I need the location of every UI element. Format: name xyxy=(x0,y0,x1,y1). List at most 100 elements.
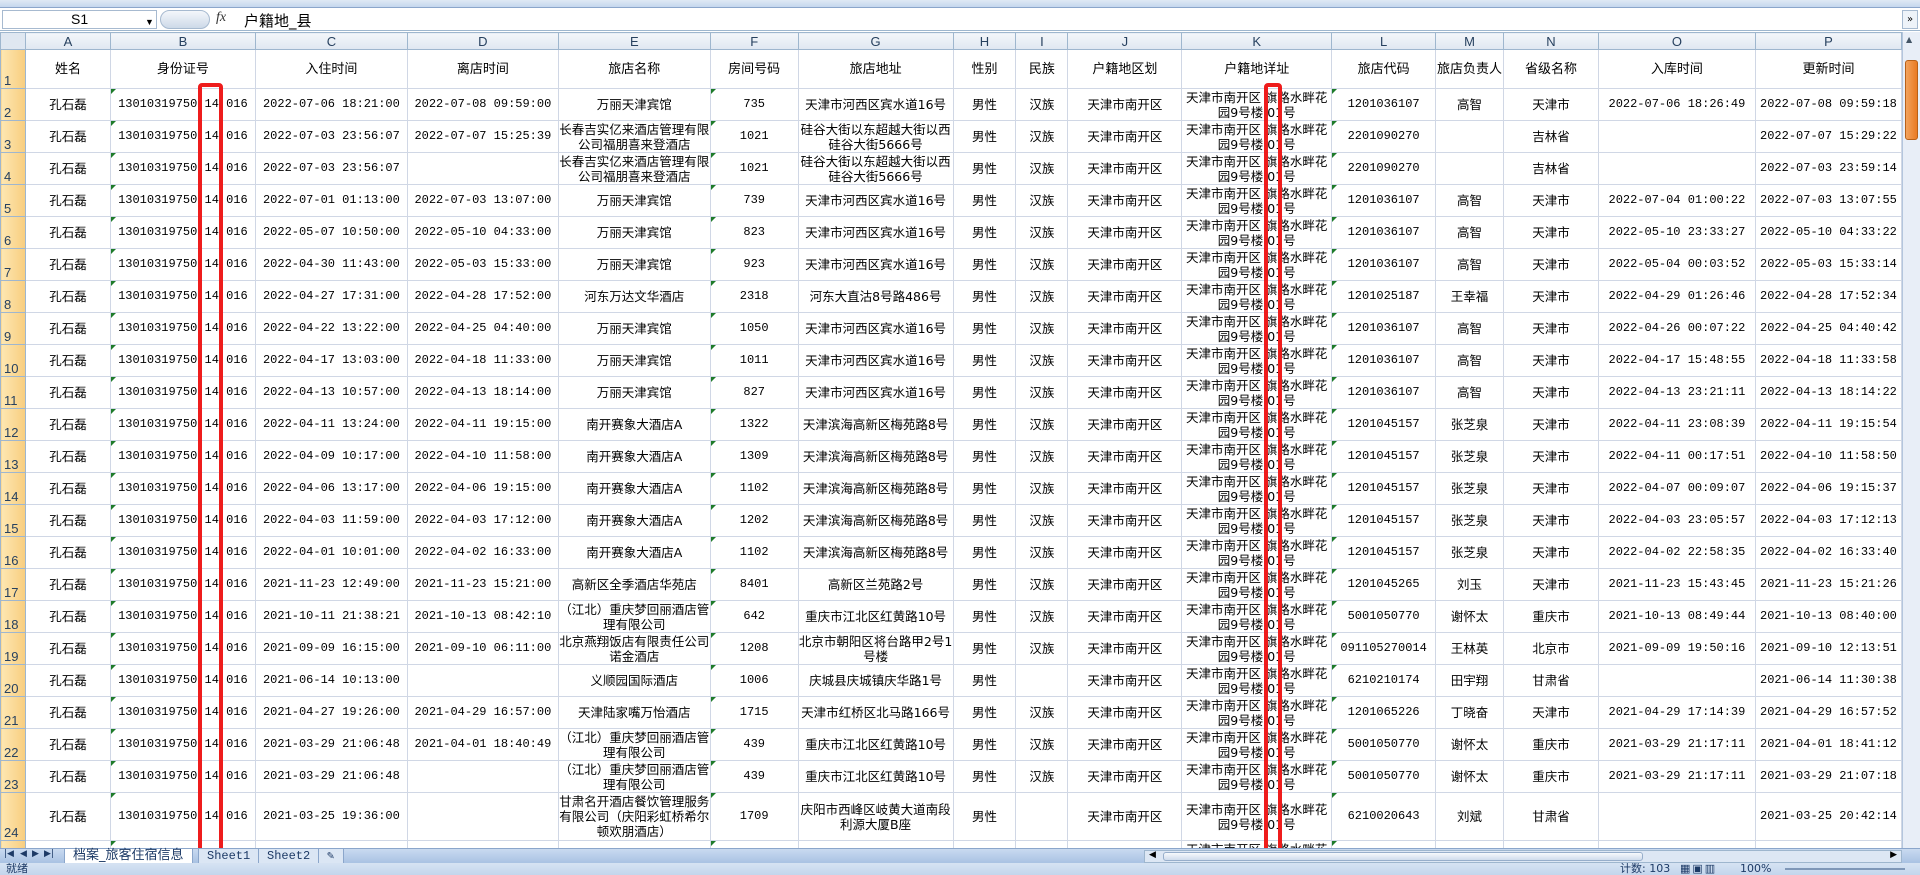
cell-n[interactable]: 省级名称 xyxy=(1503,49,1599,89)
cell-n[interactable]: 天津市 xyxy=(1503,408,1599,441)
cell-p[interactable]: 2022-04-18 11:33:58 xyxy=(1754,344,1902,377)
cell-h[interactable]: 男性 xyxy=(952,504,1017,537)
cell-j[interactable]: 天津市南开区 xyxy=(1067,280,1183,313)
formula-bar-separator-button[interactable] xyxy=(160,10,210,29)
cell-e[interactable]: 南开赛象大酒店A xyxy=(557,408,711,441)
column-header-b[interactable]: B xyxy=(109,32,256,50)
cell-a[interactable]: 孔石磊 xyxy=(24,216,111,249)
cell-j[interactable]: 天津市南开区 xyxy=(1067,312,1183,345)
cell-f[interactable]: 439 xyxy=(709,760,799,793)
row-header[interactable]: 9 xyxy=(0,312,26,345)
cell-l[interactable]: 1201036107 xyxy=(1331,216,1437,249)
cell-l[interactable]: 1201036107 xyxy=(1331,184,1437,217)
cell-f[interactable]: 1309 xyxy=(709,440,799,473)
cell-f[interactable]: 1006 xyxy=(709,664,799,697)
cell-j[interactable]: 天津市南开区 xyxy=(1067,600,1183,633)
cell-o[interactable]: 入库时间 xyxy=(1597,49,1756,89)
view-buttons-icon[interactable]: ▦▣▥ xyxy=(1680,863,1718,875)
cell-g[interactable]: 天津滨海高新区梅苑路8号 xyxy=(797,504,954,537)
cell-p[interactable]: 2021-11-23 15:21:26 xyxy=(1754,568,1902,601)
cell-k[interactable]: 天津市南开区 旗路水畔花园9号楼 01号 xyxy=(1181,280,1333,313)
cell-l[interactable]: 1201045157 xyxy=(1331,536,1437,569)
cell-p[interactable]: 2022-07-07 15:29:22 xyxy=(1754,120,1902,153)
cell-m[interactable]: 高智 xyxy=(1435,344,1505,377)
cell-h[interactable]: 男性 xyxy=(952,568,1017,601)
cell-h[interactable]: 男性 xyxy=(952,120,1017,153)
cell-l[interactable] xyxy=(1331,840,1437,848)
cell-o[interactable]: 2022-05-10 23:33:27 xyxy=(1597,216,1756,249)
cell-l[interactable]: 1201045157 xyxy=(1331,504,1437,537)
cell-d[interactable]: 2021-09-10 06:11:00 xyxy=(406,632,559,665)
cell-a[interactable]: 孔石磊 xyxy=(24,152,111,185)
cell-d[interactable]: 2022-05-03 15:33:00 xyxy=(406,248,559,281)
cell-k[interactable]: 天津市南开区 旗路水畔花园9号楼 01号 xyxy=(1181,408,1333,441)
cell-c[interactable]: 2022-05-07 10:50:00 xyxy=(254,216,408,249)
cell-b[interactable]: 13010319750 14 016 xyxy=(109,248,256,281)
cell-m[interactable]: 丁晓奋 xyxy=(1435,696,1505,729)
cell-k[interactable]: 天津市南开区 旗路水畔花园9号楼 01号 xyxy=(1181,600,1333,633)
row-header[interactable]: 21 xyxy=(0,696,26,729)
cell-o[interactable]: 2021-03-29 21:17:11 xyxy=(1597,760,1756,793)
cell-e[interactable]: （江北）重庆梦回丽酒店管理有限公司 xyxy=(557,600,711,633)
cell-p[interactable]: 2022-04-28 17:52:34 xyxy=(1754,280,1902,313)
cell-m[interactable]: 张芝泉 xyxy=(1435,408,1505,441)
cell-a[interactable]: 孔石磊 xyxy=(24,504,111,537)
select-all-corner[interactable] xyxy=(0,32,26,50)
cell-c[interactable]: 2022-04-30 11:43:00 xyxy=(254,248,408,281)
cell-n[interactable]: 天津市 xyxy=(1503,472,1599,505)
cell-j[interactable]: 天津市南开区 xyxy=(1067,88,1183,121)
cell-f[interactable]: 923 xyxy=(709,248,799,281)
cell-e[interactable]: 河东万达文华酒店 xyxy=(557,280,711,313)
cell-n[interactable]: 天津市 xyxy=(1503,504,1599,537)
cell-g[interactable]: 天津市河西区宾水道16号 xyxy=(797,376,954,409)
cell-g[interactable]: 天津滨海高新区梅苑路8号 xyxy=(797,408,954,441)
cell-n[interactable]: 甘肃省 xyxy=(1503,664,1599,697)
cell-d[interactable]: 2022-04-13 18:14:00 xyxy=(406,376,559,409)
cell-b[interactable]: 13010319750 14 016 xyxy=(109,120,256,153)
cell-n[interactable]: 天津市 xyxy=(1503,248,1599,281)
cell-h[interactable]: 男性 xyxy=(952,184,1017,217)
prev-sheet-icon[interactable]: ◀ xyxy=(20,849,27,859)
cell-h[interactable]: 性别 xyxy=(952,49,1017,89)
cell-j[interactable]: 天津市南开区 xyxy=(1067,440,1183,473)
scroll-left-icon[interactable]: ◀ xyxy=(1149,850,1156,860)
cell-o[interactable]: 2021-09-09 19:50:16 xyxy=(1597,632,1756,665)
cell-b[interactable]: 13010319750 14 016 xyxy=(109,536,256,569)
cell-n[interactable]: 天津市 xyxy=(1503,312,1599,345)
cell-g[interactable]: 天津滨海高新区梅苑路8号 xyxy=(797,440,954,473)
cell-j[interactable]: 天津市南开区 xyxy=(1067,152,1183,185)
cell-l[interactable]: 2201090270 xyxy=(1331,152,1437,185)
cell-b[interactable]: 13010319750 14 016 xyxy=(109,696,256,729)
cell-i[interactable]: 汉族 xyxy=(1015,728,1069,761)
cell-g[interactable] xyxy=(797,840,954,848)
cell-l[interactable]: 091105270014 xyxy=(1331,632,1437,665)
column-header-d[interactable]: D xyxy=(406,32,559,50)
cell-h[interactable]: 男性 xyxy=(952,440,1017,473)
sheet-tab-archive[interactable]: 档案_旅客住宿信息 xyxy=(64,849,193,864)
cell-j[interactable]: 天津市南开区 xyxy=(1067,568,1183,601)
cell-i[interactable]: 汉族 xyxy=(1015,376,1069,409)
cell-m[interactable] xyxy=(1435,152,1505,185)
cell-c[interactable]: 2021-06-14 10:13:00 xyxy=(254,664,408,697)
column-header-p[interactable]: P xyxy=(1754,32,1902,50)
cell-e[interactable]: （江北）重庆梦回丽酒店管理有限公司 xyxy=(557,760,711,793)
cell-o[interactable]: 2022-04-11 00:17:51 xyxy=(1597,440,1756,473)
cell-k[interactable]: 天津市南开区 旗路水畔花园9号楼 01号 xyxy=(1181,440,1333,473)
cell-m[interactable]: 张芝泉 xyxy=(1435,536,1505,569)
cell-e[interactable]: 南开赛象大酒店A xyxy=(557,472,711,505)
cell-k[interactable]: 天津市南开区 旗路水畔花园9号楼 01号 xyxy=(1181,344,1333,377)
cell-k[interactable]: 天津市南开区 旗路水畔花园9号楼 01号 xyxy=(1181,536,1333,569)
cell-k[interactable]: 天津市南开区 旗路水畔花园9号楼 01号 xyxy=(1181,632,1333,665)
sheet-tab-sheet2[interactable]: Sheet2 xyxy=(258,849,320,864)
cell-f[interactable]: 房间号码 xyxy=(709,49,799,89)
cell-k[interactable]: 天津市南开区 旗路水畔花园9号楼 01号 xyxy=(1181,696,1333,729)
cell-b[interactable]: 13010319750 14 016 xyxy=(109,88,256,121)
cell-a[interactable]: 孔石磊 xyxy=(24,728,111,761)
cell-c[interactable]: 2022-07-03 23:56:07 xyxy=(254,120,408,153)
cell-c[interactable] xyxy=(254,840,408,848)
cell-l[interactable]: 5001050770 xyxy=(1331,600,1437,633)
cell-b[interactable]: 13010319750 14 016 xyxy=(109,408,256,441)
cell-g[interactable]: 天津滨海高新区梅苑路8号 xyxy=(797,536,954,569)
cell-f[interactable]: 1715 xyxy=(709,696,799,729)
